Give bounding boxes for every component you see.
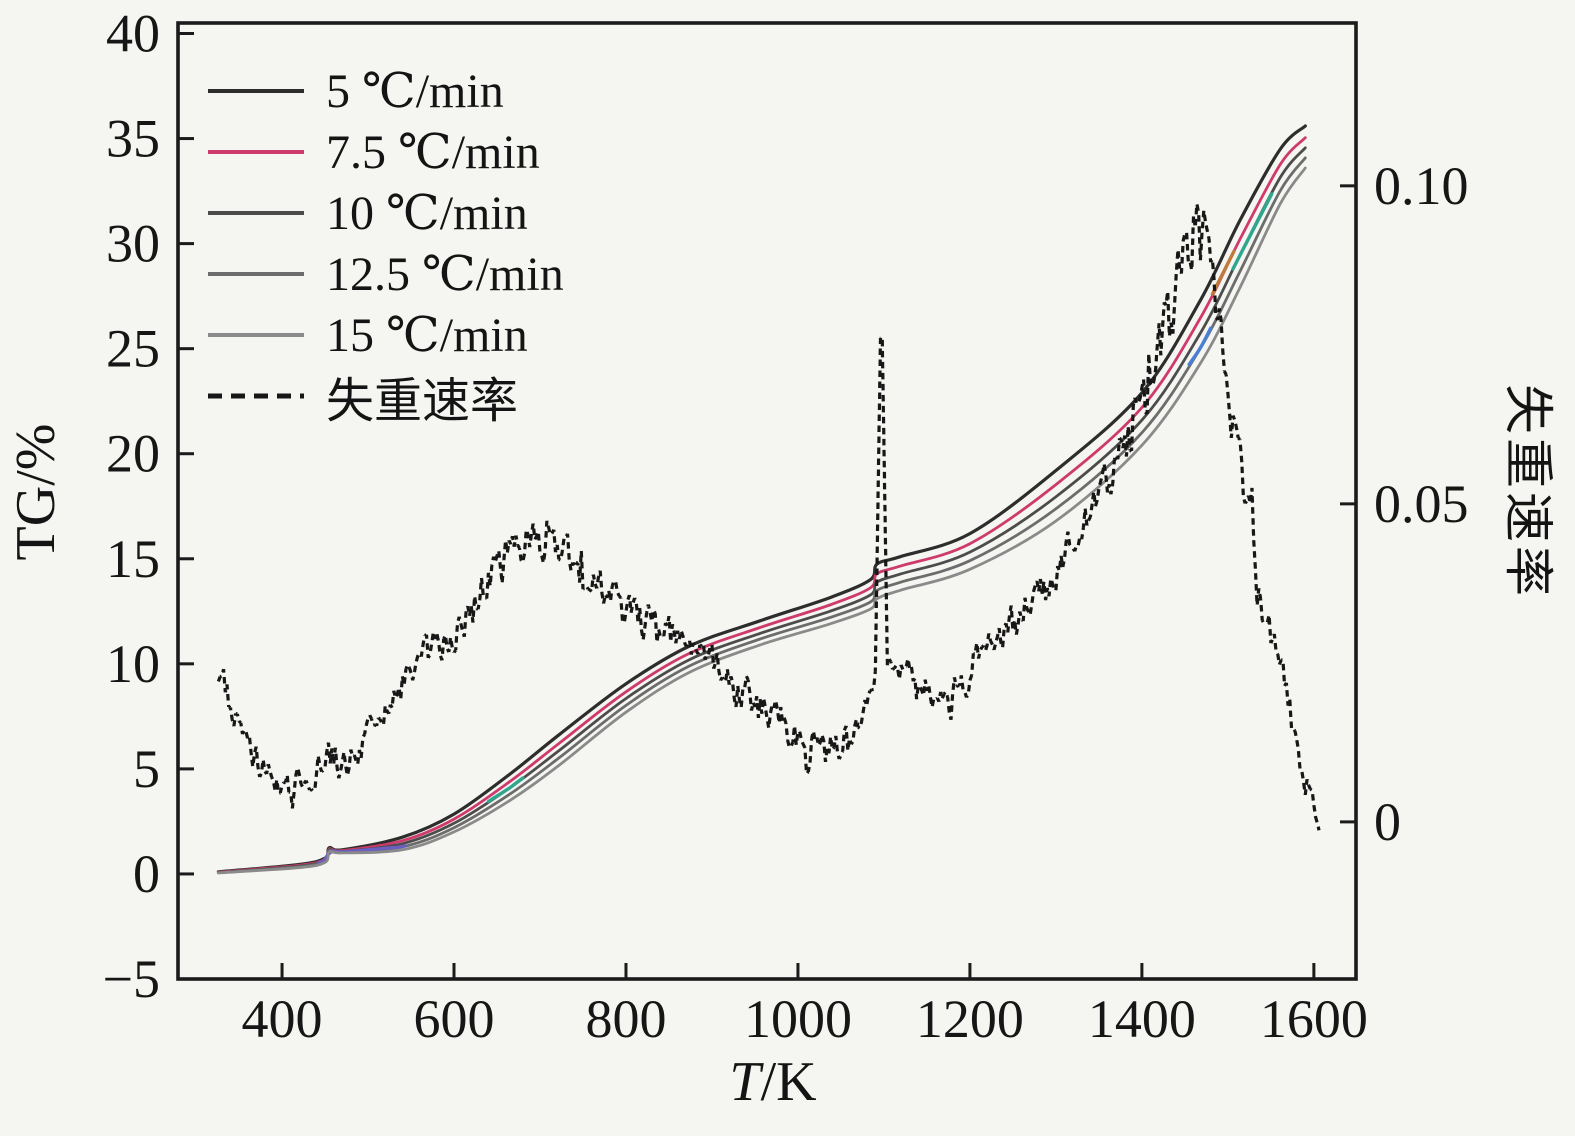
tg-curve-accent (1187, 326, 1213, 367)
legend-swatch-line (208, 149, 304, 154)
legend-item-label: 失重速率 (326, 374, 519, 428)
legend-item-label: 5 ℃/min (326, 64, 504, 118)
legend-swatch-line (208, 271, 304, 276)
y-left-tick-label: 5 (133, 739, 160, 799)
legend-swatch-line (208, 88, 304, 93)
y-axis-title-right: 失重速率 (1500, 384, 1556, 600)
x-tick-label: 800 (585, 989, 666, 1049)
legend-item-label: 12.5 ℃/min (326, 247, 564, 301)
legend-swatch-line (208, 332, 304, 337)
y-left-tick-label: 40 (106, 4, 160, 64)
x-axis-title-symbol: T (729, 1051, 761, 1113)
legend-swatch-dashed-line (208, 393, 304, 398)
tg-curve-accent (486, 776, 525, 804)
tg-curve-accent (1231, 192, 1274, 271)
x-axis-title-unit: /K (760, 1051, 817, 1113)
x-tick-label: 600 (414, 989, 495, 1049)
y-left-tick-label: 0 (133, 844, 160, 904)
legend-item: 7.5 ℃/min (208, 121, 564, 182)
x-tick-label: 400 (242, 989, 323, 1049)
legend-item: 失重速率 (208, 365, 564, 428)
x-tick-label: 1600 (1260, 989, 1368, 1049)
legend-item: 5 ℃/min (208, 60, 564, 121)
legend-item: 15 ℃/min (208, 304, 564, 365)
tg-curves (216, 124, 1307, 875)
y-left-tick-label: 35 (106, 109, 160, 169)
legend-item: 12.5 ℃/min (208, 243, 564, 304)
legend-item-label: 15 ℃/min (326, 308, 528, 362)
plot-border (176, 21, 1358, 981)
y-left-tick-label: 20 (106, 424, 160, 484)
weight-loss-rate-curve (216, 204, 1321, 831)
legend-swatch-line (208, 210, 304, 215)
rate-dashed-trace (216, 204, 1321, 831)
y-right-tick-label: 0.10 (1374, 156, 1469, 216)
axes: 400 600 800 1000 1200 1400 1600 40 35 30 25 20 15 10 5… (103, 4, 1469, 1049)
x-tick-label: 1200 (916, 989, 1024, 1049)
x-axis-title: T/K (688, 1050, 858, 1114)
y-axis-title-left: TG/% (5, 423, 67, 561)
y-left-tick-label: 30 (106, 214, 160, 274)
legend-item: 10 ℃/min (208, 182, 564, 243)
legend: 5 ℃/min 7.5 ℃/min 10 ℃/min 12.5 ℃/min 15 ℃/m… (208, 60, 564, 428)
y-left-tick-label: 25 (106, 319, 160, 379)
y-left-tick-label: 15 (106, 529, 160, 589)
y-left-tick-label: 10 (106, 634, 160, 694)
x-tick-label: 1000 (744, 989, 852, 1049)
legend-item-label: 10 ℃/min (326, 186, 528, 240)
y-left-tick-label: −5 (103, 949, 160, 1009)
y-right-tick-label: 0.05 (1374, 474, 1469, 534)
x-tick-label: 1400 (1088, 989, 1196, 1049)
y-right-tick-label: 0 (1374, 792, 1401, 852)
legend-item-label: 7.5 ℃/min (326, 125, 540, 179)
tg-curve (217, 166, 1307, 875)
